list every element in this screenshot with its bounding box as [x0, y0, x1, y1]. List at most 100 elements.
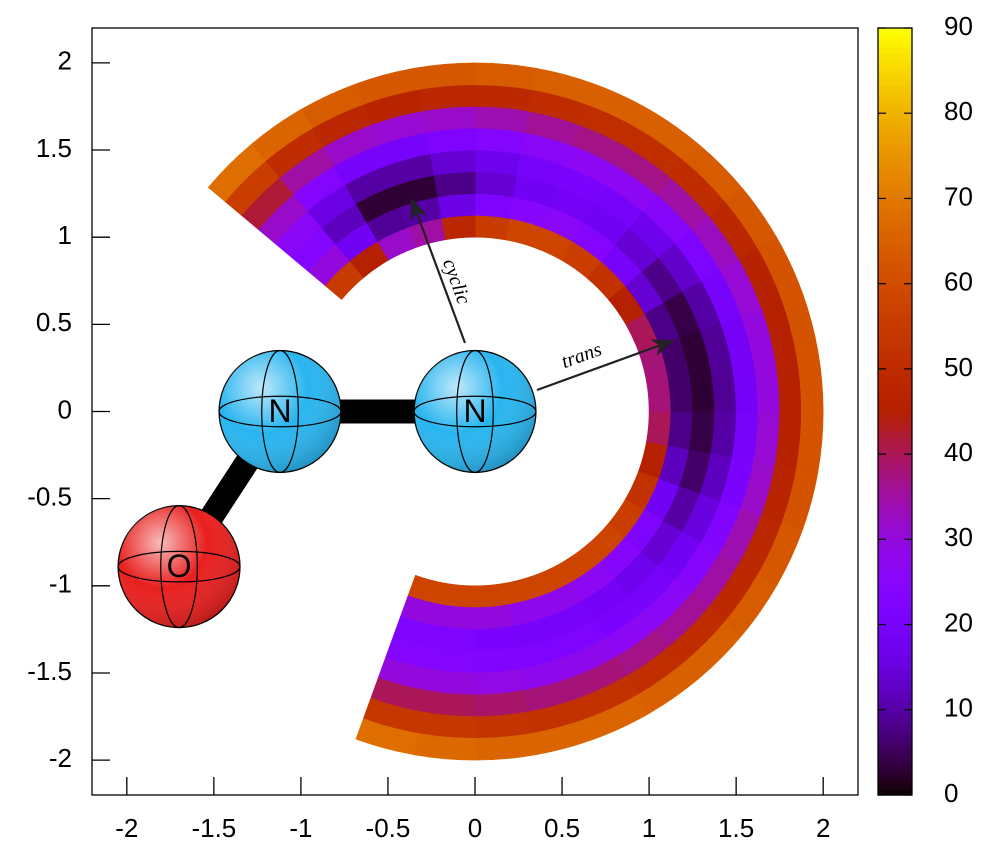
colorbar-segment: [878, 430, 912, 438]
colorbar-segment: [878, 334, 912, 342]
atom-meridian: [261, 349, 299, 474]
colorbar-segment: [878, 40, 912, 48]
heat-cell: [433, 171, 476, 198]
heat-cell: [425, 668, 476, 696]
colorbar-segment: [878, 731, 912, 739]
heat-cell: [474, 106, 529, 133]
colorbar-segment: [878, 532, 912, 540]
colorbar-segment: [878, 302, 912, 310]
colorbar-segment: [878, 28, 912, 35]
colorbar-segment: [878, 187, 912, 195]
colorbar-segment: [878, 641, 912, 649]
heat-cell: [474, 127, 525, 155]
atom-equator: [413, 395, 537, 428]
colorbar-segment: [878, 258, 912, 266]
atom-shade: [118, 505, 240, 628]
heat-cell: [429, 149, 476, 176]
atom-shade: [414, 350, 536, 473]
y-tick-label: -1.5: [27, 656, 72, 686]
colorbar-segment: [878, 270, 912, 278]
heat-cell: [425, 127, 476, 155]
colorbar-segment: [878, 251, 912, 259]
colorbar-segment: [878, 392, 912, 400]
colorbar-segment: [878, 245, 912, 253]
colorbar-segment: [878, 603, 912, 611]
heat-cell: [710, 411, 737, 458]
colorbar-segment: [878, 475, 912, 483]
colorbar-segment: [878, 104, 912, 112]
colorbar-segment: [878, 494, 912, 502]
colorbar-segment: [878, 737, 912, 745]
heat-cell: [474, 149, 521, 176]
atom-label: N: [463, 393, 486, 429]
colorbar-segment: [878, 443, 912, 451]
heat-cell: [433, 625, 476, 652]
atom-equator: [218, 395, 342, 428]
colorbar-label: 60: [944, 267, 973, 297]
colorbar-label: 0: [944, 778, 958, 808]
colorbar-segment: [878, 309, 912, 317]
y-tick-label: -1: [49, 569, 72, 599]
colorbar-segment: [878, 628, 912, 636]
arrow: [410, 197, 467, 344]
colorbar-segment: [878, 705, 912, 713]
x-tick-label: -1.5: [191, 813, 236, 843]
colorbar-segment: [878, 85, 912, 93]
atom-meridian: [160, 505, 198, 629]
colorbar-segment: [878, 283, 912, 291]
y-tick-label: -2: [49, 743, 72, 773]
y-tick-label: 0.5: [36, 307, 72, 337]
colorbar-segment: [878, 277, 912, 285]
colorbar-segment: [878, 686, 912, 694]
heat-cell: [436, 604, 476, 630]
colorbar-segment: [878, 507, 912, 515]
y-tick-label: 1.5: [36, 133, 72, 163]
colorbar-label: 90: [944, 11, 973, 41]
colorbar-segment: [878, 59, 912, 67]
heat-cell: [474, 690, 529, 717]
colorbar-segment: [878, 328, 912, 336]
heat-cell: [753, 358, 780, 412]
heat-cell: [474, 193, 514, 219]
molecule: N N O: [117, 349, 537, 629]
colorbar-segment: [878, 175, 912, 182]
arrow: [536, 339, 675, 392]
heat-cell: [440, 582, 476, 608]
colorbar-segment: [878, 622, 912, 630]
colorbar-segment: [878, 117, 912, 125]
colorbar-label: 20: [944, 607, 973, 637]
heat-cell: [421, 690, 476, 717]
heat-cell: [440, 215, 476, 241]
colorbar-segment: [878, 417, 912, 425]
heat-cell: [436, 193, 476, 219]
colorbar-segment: [878, 469, 912, 477]
colorbar-label: 50: [944, 352, 973, 382]
colorbar-segment: [878, 558, 912, 566]
colorbar-segment: [878, 520, 912, 528]
colorbar-segment: [878, 91, 912, 99]
colorbar-segment: [878, 72, 912, 80]
colorbar-segment: [878, 616, 912, 624]
colorbar-segment: [878, 679, 912, 687]
colorbar-label: 40: [944, 437, 973, 467]
x-tick-label: 1.5: [718, 813, 754, 843]
colorbar-label: 30: [944, 522, 973, 552]
colorbar-segment: [878, 449, 912, 457]
x-tick-label: -0.5: [366, 813, 411, 843]
colorbar-segment: [878, 724, 912, 732]
colorbar-segment: [878, 353, 912, 361]
annotation: cyclic: [438, 256, 475, 307]
colorbar-segment: [878, 647, 912, 655]
colorbar-segment: [878, 181, 912, 189]
colorbar-segment: [878, 143, 912, 151]
colorbar-segment: [878, 47, 912, 55]
heat-cell: [207, 144, 266, 202]
colorbar-segment: [878, 635, 912, 643]
colorbar-segment: [878, 290, 912, 298]
colorbar-segment: [878, 788, 912, 796]
heat-cell: [646, 411, 672, 446]
colorbar-segment: [878, 168, 912, 176]
colorbar-segment: [878, 53, 912, 61]
colorbar-segment: [878, 775, 912, 783]
